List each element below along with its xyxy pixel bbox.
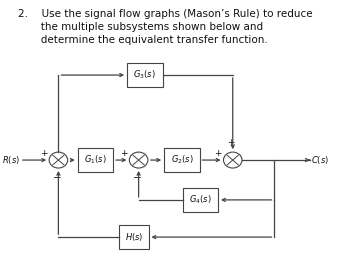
Text: 2.  Use the signal flow graphs (Mason’s Rule) to reduce
       the multiple subs: 2. Use the signal flow graphs (Mason’s R… xyxy=(18,9,313,45)
Text: +: + xyxy=(120,149,128,158)
Text: $-$: $-$ xyxy=(52,171,61,181)
FancyBboxPatch shape xyxy=(119,225,148,249)
Text: $G_4(s)$: $G_4(s)$ xyxy=(189,194,212,206)
Text: $G_3(s)$: $G_3(s)$ xyxy=(133,69,156,81)
Text: $C(s)$: $C(s)$ xyxy=(312,154,329,166)
Text: $H(s)$: $H(s)$ xyxy=(125,231,143,243)
FancyBboxPatch shape xyxy=(183,188,218,212)
Text: +: + xyxy=(40,149,48,158)
Circle shape xyxy=(224,152,242,168)
Text: +: + xyxy=(215,149,222,158)
Text: +: + xyxy=(227,138,234,147)
FancyBboxPatch shape xyxy=(164,148,199,172)
Text: $G_2(s)$: $G_2(s)$ xyxy=(170,154,193,166)
Circle shape xyxy=(130,152,148,168)
Text: $R(s)$: $R(s)$ xyxy=(2,154,20,166)
FancyBboxPatch shape xyxy=(78,148,113,172)
Text: $-$: $-$ xyxy=(132,171,142,181)
Text: $G_1(s)$: $G_1(s)$ xyxy=(84,154,107,166)
Circle shape xyxy=(49,152,68,168)
FancyBboxPatch shape xyxy=(127,63,162,87)
